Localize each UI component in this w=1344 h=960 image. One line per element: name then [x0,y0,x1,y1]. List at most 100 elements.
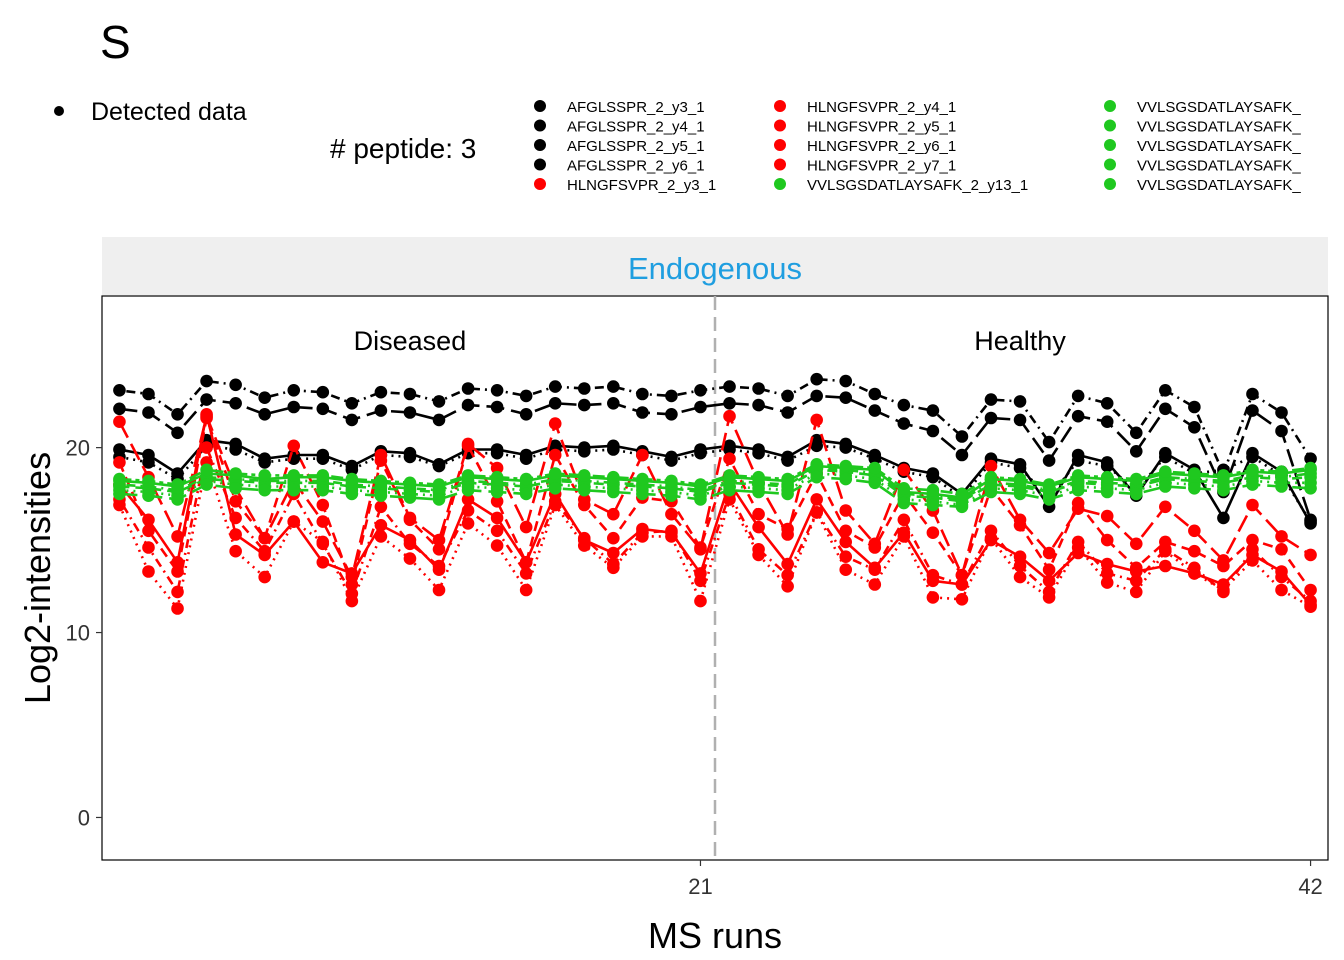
data-point [1304,583,1317,597]
data-point [694,400,707,414]
data-point [1246,404,1259,417]
series-hlngfsvpr-6 [113,411,1317,597]
data-point [403,387,417,401]
data-point [1159,402,1172,416]
data-point [839,374,853,388]
data-point [1042,478,1056,491]
data-point [490,384,504,397]
data-point [403,552,417,565]
data-point [810,439,823,453]
data-point [229,495,242,508]
data-point [897,482,911,495]
data-point [781,389,794,403]
data-point [577,539,591,552]
data-point [1013,550,1027,563]
data-point [519,408,533,421]
data-point [1275,424,1288,438]
data-point [229,378,242,392]
data-point [403,537,417,551]
data-point [1275,583,1288,597]
data-point [1042,574,1056,588]
data-point [926,424,940,438]
data-point [636,387,649,401]
data-point [1246,387,1259,401]
data-point [955,578,969,591]
data-point [1188,544,1201,558]
legend-label: HLNGFSVPR_2_y4_1 [807,99,956,116]
data-point [490,400,504,414]
data-point [723,409,736,423]
data-point [607,470,620,484]
legend-label: AFGLSSPR_2_y4_1 [567,119,705,136]
data-point [432,583,446,597]
data-point [1129,537,1143,551]
data-point [723,397,736,410]
group-label-healthy: Healthy [974,326,1066,356]
data-point [403,491,417,504]
data-point [1071,409,1085,423]
series-line [119,472,1311,507]
data-point [345,487,359,501]
data-point [955,568,969,582]
data-point [171,602,184,615]
data-point [345,578,359,591]
data-point [142,513,155,527]
data-point [810,470,823,484]
data-point [1246,478,1259,491]
data-point [432,559,446,573]
data-point [316,535,330,549]
data-point [548,417,562,430]
data-point [1013,395,1027,408]
data-point [519,389,533,403]
data-point [607,380,620,393]
y-tick-label: 10 [66,621,90,646]
legend-key [1104,178,1116,190]
data-point [1217,583,1230,597]
x-tick-label: 42 [1298,874,1322,899]
data-point [374,404,388,417]
series-vvlsgsdatlaysafk-13 [113,470,1317,514]
data-point [781,580,794,593]
data-point [113,402,126,416]
data-point [955,500,969,514]
data-point [1159,480,1172,493]
data-point [752,382,765,395]
data-point [926,526,940,539]
data-point [316,483,330,497]
data-point [432,533,446,547]
data-point [229,544,242,558]
data-point [316,452,330,466]
legend-label: AFGLSSPR_2_y6_1 [567,158,705,175]
data-point [984,393,998,406]
data-point [926,498,940,512]
data-point [316,556,330,569]
data-point [636,406,649,419]
panel: Endogenous Diseased Healthy 0 10 20 21 42 [66,237,1329,899]
data-point [694,574,707,588]
data-point [665,408,678,421]
data-point [171,426,184,440]
data-point [723,380,736,393]
data-point [1304,515,1317,528]
data-point [781,472,794,486]
data-point [984,459,998,473]
legend-key [534,178,546,190]
data-point [607,546,620,560]
data-point [723,493,736,506]
data-point [374,489,388,503]
data-point [607,531,620,545]
x-axis-title: MS runs [648,915,782,956]
data-point [1100,485,1114,499]
data-point [1275,570,1288,584]
y-tick-label: 20 [66,436,90,461]
data-point [461,398,475,412]
data-point [1188,400,1201,414]
data-point [723,452,736,466]
data-point [490,511,504,525]
data-point [171,530,184,543]
data-point [113,472,126,486]
data-point [839,459,853,473]
data-point [723,443,736,456]
data-point [374,385,388,399]
data-point [1304,482,1317,495]
